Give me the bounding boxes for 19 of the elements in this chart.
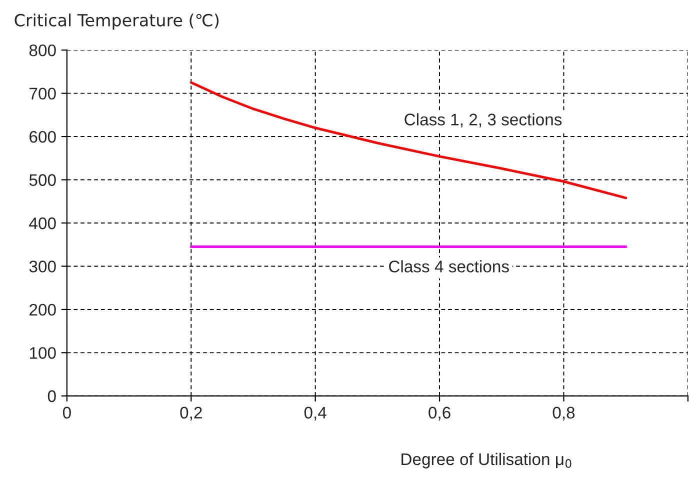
x-axis-title: Degree of Utilisation μ$_{0}$ bbox=[402, 452, 572, 468]
y-tick-label: 700 bbox=[30, 88, 56, 100]
annotation: Class 1, 2, 3 sections bbox=[404, 113, 562, 128]
y-tick-label: 800 bbox=[29, 44, 56, 56]
x-tick-label: 0 bbox=[62, 406, 71, 419]
x-tick-label: 0,6 bbox=[428, 406, 450, 421]
line-series bbox=[190, 81, 628, 200]
x-tick-label: 0,8 bbox=[552, 406, 575, 421]
y-tick-label: 0 bbox=[48, 390, 56, 402]
x-tick-label: 0,4 bbox=[304, 406, 326, 421]
y-tick-label: 600 bbox=[30, 130, 56, 143]
y-tick-label: 500 bbox=[29, 174, 56, 186]
y-tick-label: 100 bbox=[30, 347, 56, 359]
y-axis-title: Critical Temperature (℃) bbox=[14, 14, 219, 30]
y-tick-label: 300 bbox=[29, 260, 56, 272]
annotation: Class 4 sections bbox=[389, 260, 509, 272]
y-tick-label: 200 bbox=[30, 304, 56, 316]
y-tick-label: 400 bbox=[29, 217, 56, 230]
x-tick-label: 0,2 bbox=[180, 406, 202, 421]
